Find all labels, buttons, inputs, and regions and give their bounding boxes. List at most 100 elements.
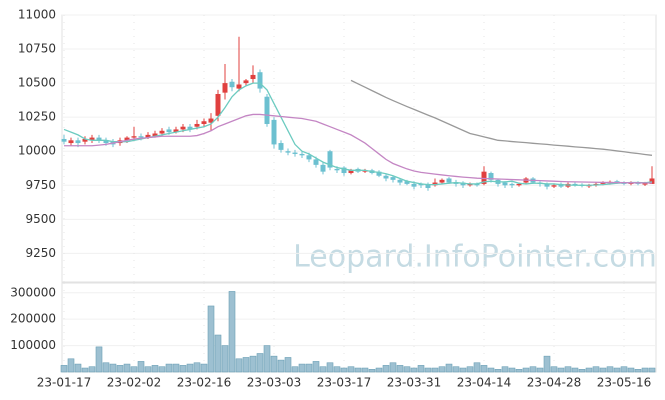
candle-body — [397, 179, 403, 183]
volume-bar — [60, 365, 68, 373]
volume-bar — [207, 305, 215, 373]
candle-body — [362, 170, 368, 172]
volume-bar — [235, 358, 243, 373]
volume-bar — [347, 366, 355, 373]
volume-bar — [326, 362, 334, 373]
volume-bar — [340, 367, 348, 373]
candle-body — [446, 178, 452, 183]
candle-body — [208, 118, 214, 123]
volume-bar — [445, 363, 453, 373]
candle-body — [432, 182, 438, 186]
x-tick-label: 23-01-17 — [37, 376, 91, 390]
volume-bar — [158, 366, 166, 373]
volume-bar — [221, 345, 229, 373]
volume-bar — [627, 367, 635, 373]
volume-bar — [424, 367, 432, 373]
candle-body — [411, 183, 417, 187]
candle-body — [61, 138, 67, 142]
candle-body — [516, 183, 522, 186]
volume-bar — [599, 367, 607, 373]
x-tick-label: 23-03-31 — [387, 376, 441, 390]
volume-bar — [291, 366, 299, 373]
candle-body — [551, 185, 557, 187]
volume-bar — [354, 367, 362, 373]
candle-body — [187, 126, 193, 130]
volume-bar — [536, 367, 544, 373]
candle-body — [152, 133, 158, 137]
volume-bar — [459, 367, 467, 373]
candle-body — [341, 167, 347, 174]
volume-bar — [361, 367, 369, 373]
volume-bar — [144, 366, 152, 373]
volume-bar — [67, 358, 75, 373]
volume-bar — [382, 365, 390, 373]
volume-bar — [305, 363, 313, 373]
x-tick-label: 23-03-03 — [247, 376, 301, 390]
volume-bar — [515, 369, 523, 373]
volume-bar — [571, 367, 579, 373]
volume-bar — [550, 366, 558, 373]
volume-bar — [333, 366, 341, 373]
candle-body — [145, 134, 151, 138]
volume-bar — [389, 362, 397, 373]
candle-body — [460, 182, 466, 186]
y-tick-label: 100000 — [10, 338, 56, 352]
candle-body — [313, 159, 319, 165]
volume-bar — [109, 363, 117, 373]
volume-bar — [88, 366, 96, 373]
candle-body — [390, 177, 396, 180]
volume-bar — [186, 363, 194, 373]
volume-bar — [179, 365, 187, 373]
watermark: Leopard.InfoPointer.com — [293, 240, 657, 275]
candle-body — [467, 183, 473, 186]
volume-bar — [529, 366, 537, 373]
candle-body — [474, 183, 480, 186]
volume-bar — [508, 367, 516, 373]
y-tick-label: 10000 — [18, 144, 56, 158]
volume-bar — [165, 363, 173, 373]
volume-bar — [396, 365, 404, 373]
y-tick-label: 11000 — [18, 8, 56, 22]
volume-bar — [263, 345, 271, 373]
volume-bar — [116, 365, 124, 373]
volume-bar — [228, 291, 236, 373]
volume-bar — [634, 369, 642, 373]
volume-bar — [200, 363, 208, 373]
candle-body — [124, 137, 130, 141]
candle-body — [404, 181, 410, 184]
candle-body — [159, 130, 165, 134]
candle-body — [348, 170, 354, 174]
volume-bar — [123, 363, 131, 373]
candle-body — [103, 140, 109, 144]
x-tick-label: 23-02-16 — [177, 376, 231, 390]
volume-bar — [641, 367, 649, 373]
candle-body — [439, 179, 445, 183]
candle-body — [299, 153, 305, 156]
candle-body — [334, 168, 340, 171]
y-tick-label: 300000 — [10, 285, 56, 299]
volume-bar — [410, 367, 418, 373]
candle-body — [488, 173, 494, 180]
candle-body — [544, 183, 550, 187]
volume-bar — [102, 362, 110, 373]
volume-bar — [277, 359, 285, 373]
y-tick-label: 9500 — [25, 212, 56, 226]
candle-body — [306, 155, 312, 160]
volume-bar — [578, 369, 586, 373]
candle-body — [271, 119, 277, 145]
volume-bar — [466, 366, 474, 373]
volume-bar — [193, 362, 201, 373]
volume-bar — [319, 366, 327, 373]
candle-body — [285, 151, 291, 153]
candle-body — [278, 143, 284, 150]
volume-bar — [368, 369, 376, 373]
candle-body — [89, 137, 95, 141]
candle-body — [327, 151, 333, 168]
volume-bar — [270, 355, 278, 373]
candle-body — [222, 83, 228, 93]
x-tick-label: 23-02-02 — [107, 376, 161, 390]
volume-bar — [494, 369, 502, 373]
candle-body — [173, 129, 179, 133]
volume-bar — [522, 367, 530, 373]
